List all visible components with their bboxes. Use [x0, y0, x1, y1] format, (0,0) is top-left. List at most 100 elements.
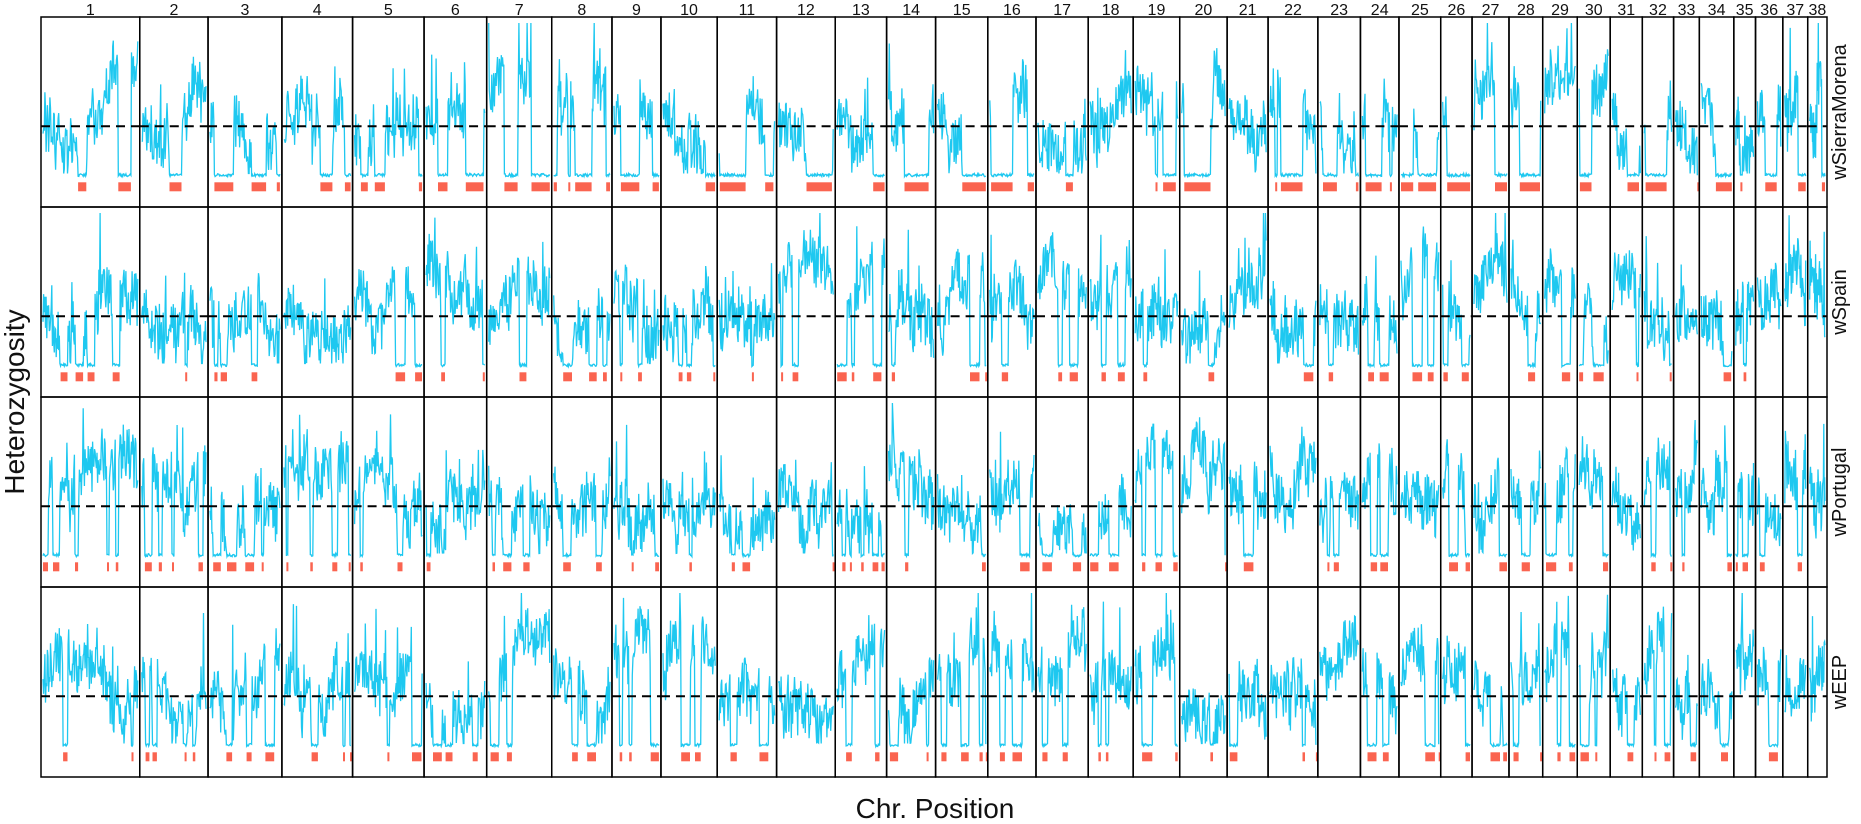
roh-segment: [849, 562, 852, 572]
roh-segment: [344, 182, 351, 192]
roh-segment: [1569, 752, 1576, 762]
heterozygosity-line: [1643, 236, 1672, 367]
chromosome-panel: [987, 16, 1037, 208]
roh-segment: [1001, 372, 1009, 382]
roh-segment: [43, 562, 48, 572]
roh-segment: [213, 562, 221, 572]
population-label: wSierraMorena: [1829, 43, 1851, 180]
chromosome-panel: [1672, 586, 1701, 778]
chromosome-panel: [1782, 586, 1809, 778]
heterozygosity-line: [1784, 215, 1807, 327]
roh-segment: [472, 752, 478, 762]
roh-segment: [1465, 752, 1470, 762]
chromosome-panel: [660, 396, 718, 588]
heterozygosity-line: [141, 272, 207, 369]
heterozygosity-line: [613, 424, 660, 558]
chromosome-panel: [1439, 396, 1473, 588]
roh-segment: [1062, 752, 1068, 762]
chromosome-panel: [775, 206, 836, 398]
chromosome-panel: [1806, 206, 1828, 398]
y-axis-label: Heterozygosity: [0, 309, 30, 494]
chromosome-panel: [1672, 16, 1701, 208]
chromosome-panel: [1087, 586, 1134, 778]
chromosome-label: 15: [953, 2, 971, 19]
chromosome-label: 20: [1195, 2, 1213, 19]
roh-segment: [1379, 372, 1389, 382]
heterozygosity-line: [353, 68, 423, 179]
roh-segment: [985, 752, 988, 762]
roh-segment: [1101, 372, 1106, 382]
chromosome-panel: [934, 16, 989, 208]
chromosome-panel: [885, 586, 937, 778]
roh-segment: [397, 562, 403, 572]
heterozygosity-line: [1319, 472, 1360, 559]
chromosome-panel: [1609, 16, 1644, 208]
panel-border: [1609, 206, 1644, 398]
heterozygosity-line: [1228, 461, 1267, 559]
heterozygosity-line: [1473, 22, 1508, 179]
roh-segment: [426, 562, 431, 572]
population-labels: wSierraMorena wSpain wPortugal wEEP: [1829, 43, 1851, 710]
chromosome-panel: [775, 16, 836, 208]
roh-segment: [1175, 752, 1178, 762]
heterozygosity-line: [1510, 239, 1542, 369]
roh-segment: [1797, 562, 1802, 572]
heterozygosity-line: [1134, 65, 1179, 179]
chromosome-panel: [485, 16, 553, 208]
roh-segment: [606, 182, 610, 192]
heterozygosity-line: [1442, 439, 1471, 559]
chromosome-panel: [1508, 396, 1544, 588]
heterozygosity-line: [425, 449, 486, 559]
roh-segment: [1759, 562, 1765, 572]
heterozygosity-line: [1674, 264, 1698, 343]
heterozygosity-line: [1735, 462, 1755, 559]
heterozygosity-line: [662, 88, 716, 180]
chromosome-label: 21: [1239, 2, 1257, 19]
roh-segment: [587, 752, 596, 762]
chromosome-panel: [834, 586, 888, 778]
heterozygosity-line: [1361, 255, 1398, 369]
roh-segment: [348, 562, 351, 572]
panel-border: [934, 586, 989, 778]
roh-segment: [837, 372, 847, 382]
heterozygosity-line: [1700, 658, 1733, 749]
heterozygosity-line: [1442, 635, 1471, 748]
roh-segment: [441, 372, 445, 382]
heterozygosity-line: [1578, 282, 1609, 369]
chromosome-label: 2: [169, 2, 178, 19]
heterozygosity-line: [1134, 249, 1179, 369]
heterozygosity-line: [1319, 284, 1360, 367]
chromosome-panel: [1541, 206, 1578, 398]
roh-segment: [1280, 182, 1303, 192]
roh-segment: [1275, 182, 1278, 192]
chromosome-panel: [1035, 586, 1089, 778]
panel-border: [40, 396, 141, 588]
heterozygosity-line: [989, 59, 1035, 179]
chromosome-panel: [1806, 396, 1828, 588]
panel-border: [1576, 206, 1611, 398]
panel-border: [1267, 16, 1319, 208]
chromosome-panel: [40, 206, 141, 398]
roh-segment: [1333, 562, 1339, 572]
roh-segment: [1027, 182, 1034, 192]
roh-segment: [631, 562, 634, 572]
roh-segment: [226, 752, 233, 762]
roh-segment: [115, 562, 119, 572]
panel-border: [139, 16, 209, 208]
heterozygosity-line: [1674, 100, 1698, 176]
roh-segment: [678, 372, 683, 382]
roh-segment: [1058, 372, 1063, 382]
roh-segment: [276, 182, 280, 192]
roh-segment: [1593, 372, 1604, 382]
heterozygosity-line: [887, 402, 935, 559]
roh-segment: [1427, 372, 1434, 382]
roh-segment: [131, 752, 134, 762]
chromosome-panel: [485, 586, 553, 778]
roh-segment: [1142, 752, 1153, 762]
chromosome-panel: [611, 16, 662, 208]
roh-segment: [482, 372, 485, 382]
heterozygosity-line: [1784, 655, 1807, 717]
panel-border: [1471, 16, 1510, 208]
panel-border: [1087, 206, 1134, 398]
chromosome-panel: [1576, 586, 1611, 778]
